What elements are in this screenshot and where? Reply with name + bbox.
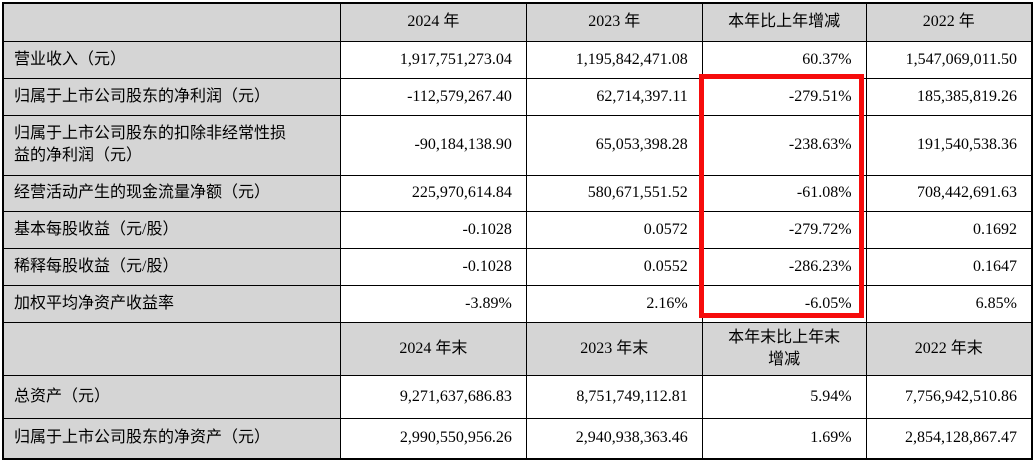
- table-row-diluted-eps: 稀释每股收益（元/股） -0.1028 0.0552 -286.23% 0.16…: [2, 247, 1033, 286]
- value-2024: 225,970,614.84: [339, 174, 527, 212]
- corner-cell: [2, 321, 341, 376]
- value-2022: 1,547,069,011.50: [865, 40, 1033, 79]
- value-2022: 0.1692: [865, 210, 1033, 249]
- header-row-annual: 2024 年 2023 年 本年比上年增减 2022 年: [2, 2, 1033, 42]
- header-row-end-of-year: 2024 年末 2023 年末 本年末比上年末 增减 2022 年末: [2, 321, 1033, 376]
- table-row-weighted-avg-roe: 加权平均净资产收益率 -3.89% 2.16% -6.05% 6.85%: [2, 284, 1033, 323]
- value-2023: 8,751,749,112.81: [525, 374, 703, 419]
- row-label: 归属于上市公司股东的净利润（元）: [2, 77, 341, 116]
- value-2022: 708,442,691.63: [865, 174, 1033, 212]
- table-row-basic-eps: 基本每股收益（元/股） -0.1028 0.0572 -279.72% 0.16…: [2, 210, 1033, 249]
- value-2024: -0.1028: [339, 210, 527, 249]
- value-2023: 0.0552: [525, 247, 703, 286]
- col-header-2024: 2024 年: [339, 2, 527, 42]
- corner-cell: [2, 2, 341, 42]
- col-header-2023-eoy: 2023 年末: [525, 321, 703, 376]
- value-2024: -0.1028: [339, 247, 527, 286]
- value-2022: 2,854,128,867.47: [865, 417, 1033, 460]
- value-change: -286.23%: [701, 247, 867, 286]
- value-2024: -3.89%: [339, 284, 527, 323]
- value-change: 5.94%: [701, 374, 867, 419]
- value-2024: 9,271,637,686.83: [339, 374, 527, 419]
- value-2023: 580,671,551.52: [525, 174, 703, 212]
- value-2022: 185,385,819.26: [865, 77, 1033, 116]
- value-change: 1.69%: [701, 417, 867, 460]
- value-2024: -112,579,267.40: [339, 77, 527, 116]
- table-row-net-profit-excl-nonrecurring: 归属于上市公司股东的扣除非经常性损益的净利润（元） -90,184,138.90…: [2, 114, 1033, 176]
- value-2024: -90,184,138.90: [339, 114, 527, 176]
- row-label: 加权平均净资产收益率: [2, 284, 341, 323]
- value-2022: 191,540,538.36: [865, 114, 1033, 176]
- row-label: 营业收入（元）: [2, 40, 341, 79]
- value-change: -61.08%: [701, 174, 867, 212]
- col-header-2023: 2023 年: [525, 2, 703, 42]
- table-row-net-profit: 归属于上市公司股东的净利润（元） -112,579,267.40 62,714,…: [2, 77, 1033, 116]
- value-2023: 65,053,398.28: [525, 114, 703, 176]
- table-row-net-assets: 归属于上市公司股东的净资产（元） 2,990,550,956.26 2,940,…: [2, 417, 1033, 460]
- value-2022: 7,756,942,510.86: [865, 374, 1033, 419]
- value-change: -279.51%: [701, 77, 867, 116]
- value-change: -6.05%: [701, 284, 867, 323]
- value-2023: 0.0572: [525, 210, 703, 249]
- eoy-change-header-line1: 本年末比上年末: [728, 328, 841, 346]
- row-label: 稀释每股收益（元/股）: [2, 247, 341, 286]
- table-row-revenue: 营业收入（元） 1,917,751,273.04 1,195,842,471.0…: [2, 40, 1033, 79]
- value-2024: 2,990,550,956.26: [339, 417, 527, 460]
- value-2022: 0.1647: [865, 247, 1033, 286]
- table-row-operating-cash-flow: 经营活动产生的现金流量净额（元） 225,970,614.84 580,671,…: [2, 174, 1033, 212]
- row-label: 基本每股收益（元/股）: [2, 210, 341, 249]
- col-header-2024-eoy: 2024 年末: [339, 321, 527, 376]
- value-2023: 2,940,938,363.46: [525, 417, 703, 460]
- value-2023: 1,195,842,471.08: [525, 40, 703, 79]
- col-header-eoy-change: 本年末比上年末 增减: [701, 321, 867, 376]
- row-label: 总资产（元）: [2, 374, 341, 419]
- table-row-total-assets: 总资产（元） 9,271,637,686.83 8,751,749,112.81…: [2, 374, 1033, 419]
- value-change: -238.63%: [701, 114, 867, 176]
- col-header-yoy-change: 本年比上年增减: [701, 2, 867, 42]
- row-label: 经营活动产生的现金流量净额（元）: [2, 174, 341, 212]
- eoy-change-header-line2: 增减: [768, 350, 801, 368]
- value-change: 60.37%: [701, 40, 867, 79]
- row-label: 归属于上市公司股东的净资产（元）: [2, 417, 341, 460]
- row-label: 归属于上市公司股东的扣除非经常性损益的净利润（元）: [14, 125, 287, 164]
- value-change: -279.72%: [701, 210, 867, 249]
- value-2023: 2.16%: [525, 284, 703, 323]
- value-2023: 62,714,397.11: [525, 77, 703, 116]
- col-header-2022-eoy: 2022 年末: [865, 321, 1033, 376]
- value-2022: 6.85%: [865, 284, 1033, 323]
- value-2024: 1,917,751,273.04: [339, 40, 527, 79]
- col-header-2022: 2022 年: [865, 2, 1033, 42]
